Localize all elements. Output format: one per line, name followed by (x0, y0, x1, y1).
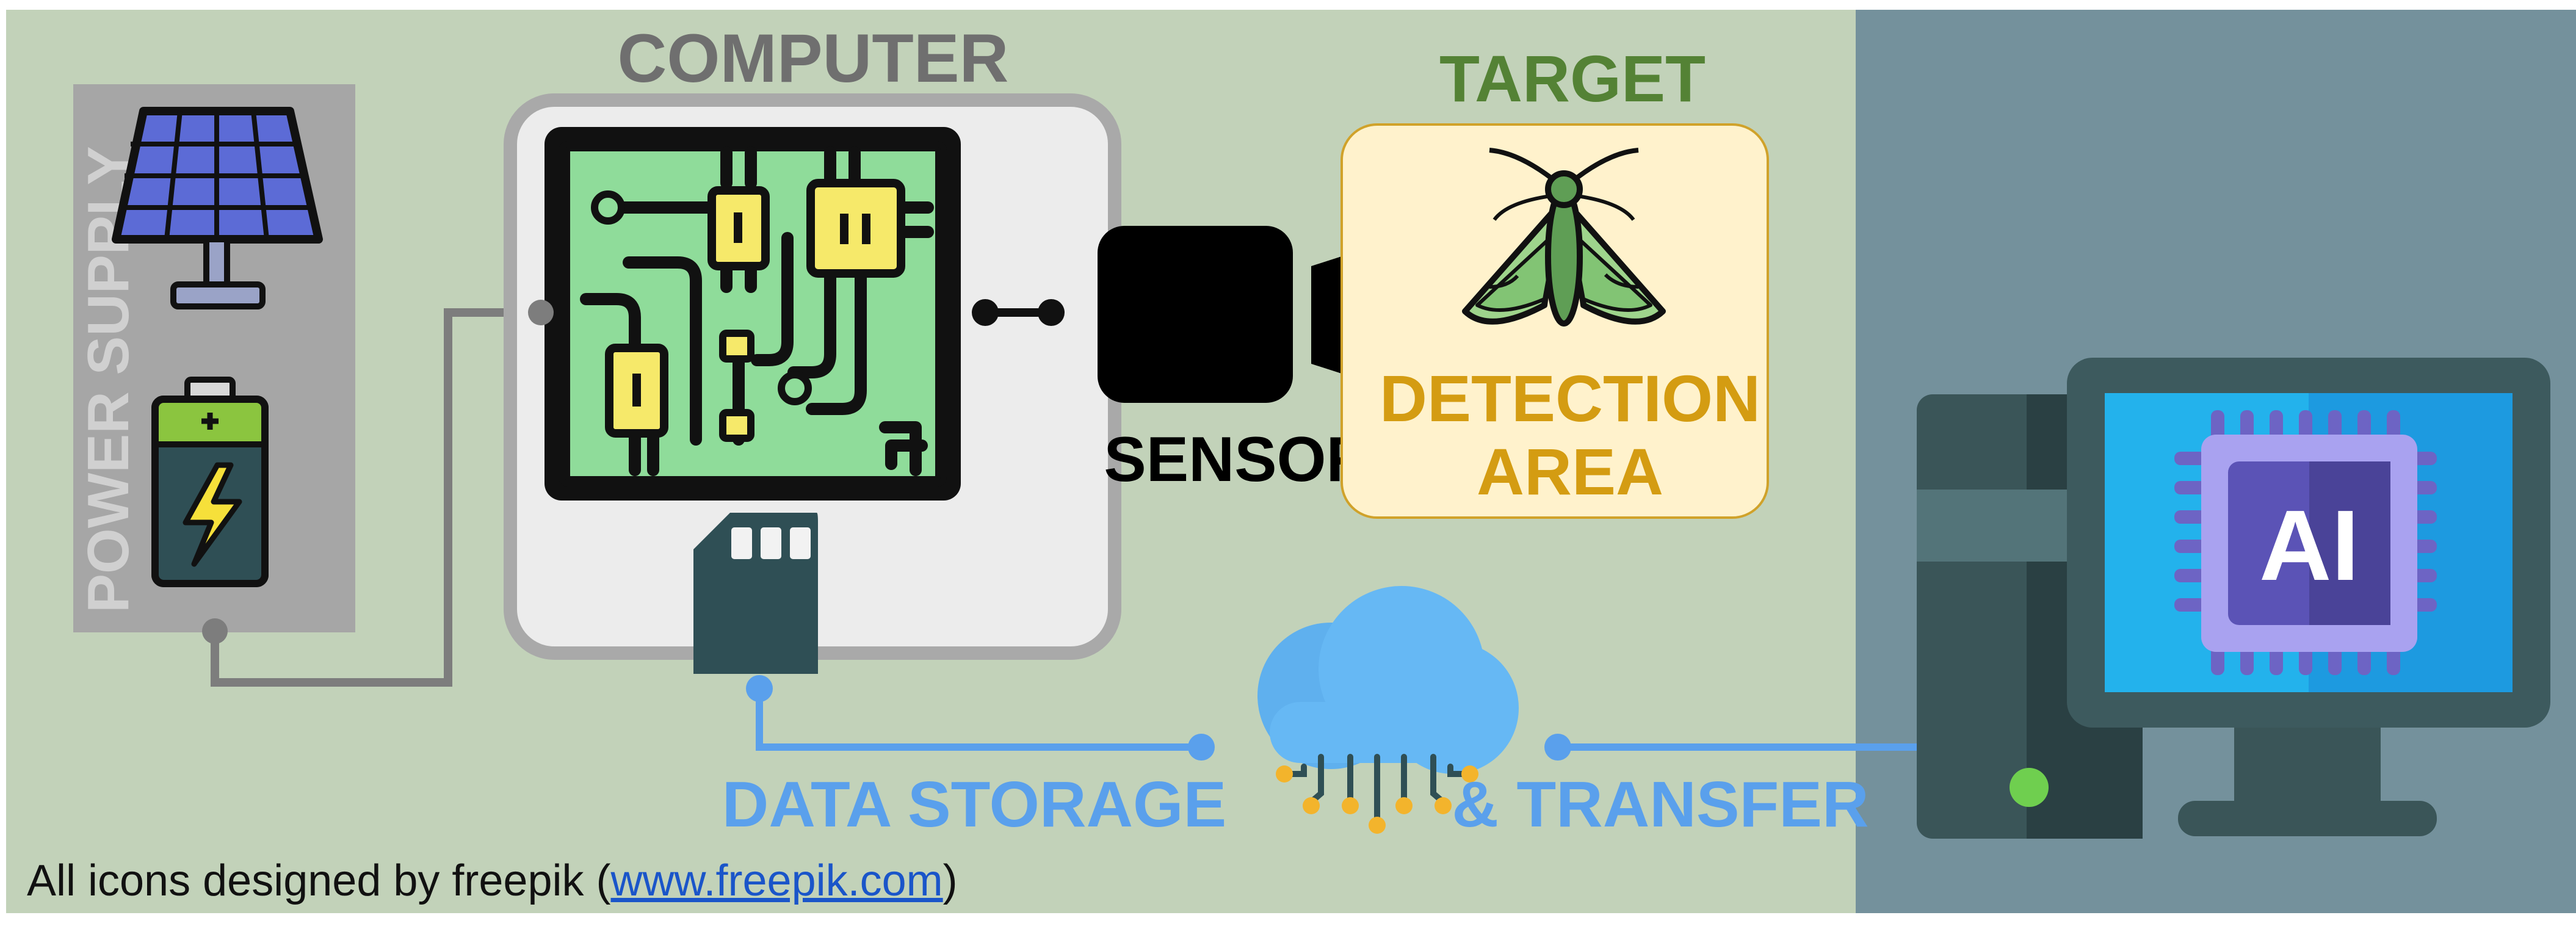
credit-suffix: ) (942, 856, 958, 905)
icon-credit: All icons designed by freepik (www.freep… (27, 856, 958, 905)
bottom-border (0, 913, 2576, 940)
ai-label: AI (2259, 490, 2359, 601)
detection-area-box (1340, 123, 1769, 519)
freepik-link[interactable]: www.freepik.com (610, 856, 943, 905)
detection-label-line2: AREA (1477, 435, 1663, 508)
top-border (0, 0, 2576, 10)
computer-label: COMPUTER (618, 20, 1009, 96)
left-border (0, 0, 6, 940)
credit-prefix: All icons designed by freepik ( (27, 856, 611, 905)
transfer-label: & TRANSFER (1452, 768, 1869, 841)
circuit-board-icon (545, 127, 961, 501)
board-wire-node (528, 300, 554, 325)
sensor-label: SENSOR (1104, 424, 1372, 495)
moth-icon (1462, 148, 1666, 327)
power-wire-node (202, 618, 228, 644)
sd-card-icon (693, 513, 818, 674)
data-storage-label: DATA STORAGE (722, 768, 1226, 841)
target-label: TARGET (1439, 42, 1706, 115)
detection-label-line1: DETECTION (1380, 361, 1760, 435)
cloud-icon (1257, 586, 1519, 834)
solar-panel-icon (112, 107, 323, 309)
sensor-connector (972, 299, 1065, 326)
data-wire-storage (746, 675, 1215, 761)
power-wire (211, 308, 541, 687)
battery-icon (151, 377, 269, 587)
ai-workstation-icon (1917, 358, 2550, 839)
